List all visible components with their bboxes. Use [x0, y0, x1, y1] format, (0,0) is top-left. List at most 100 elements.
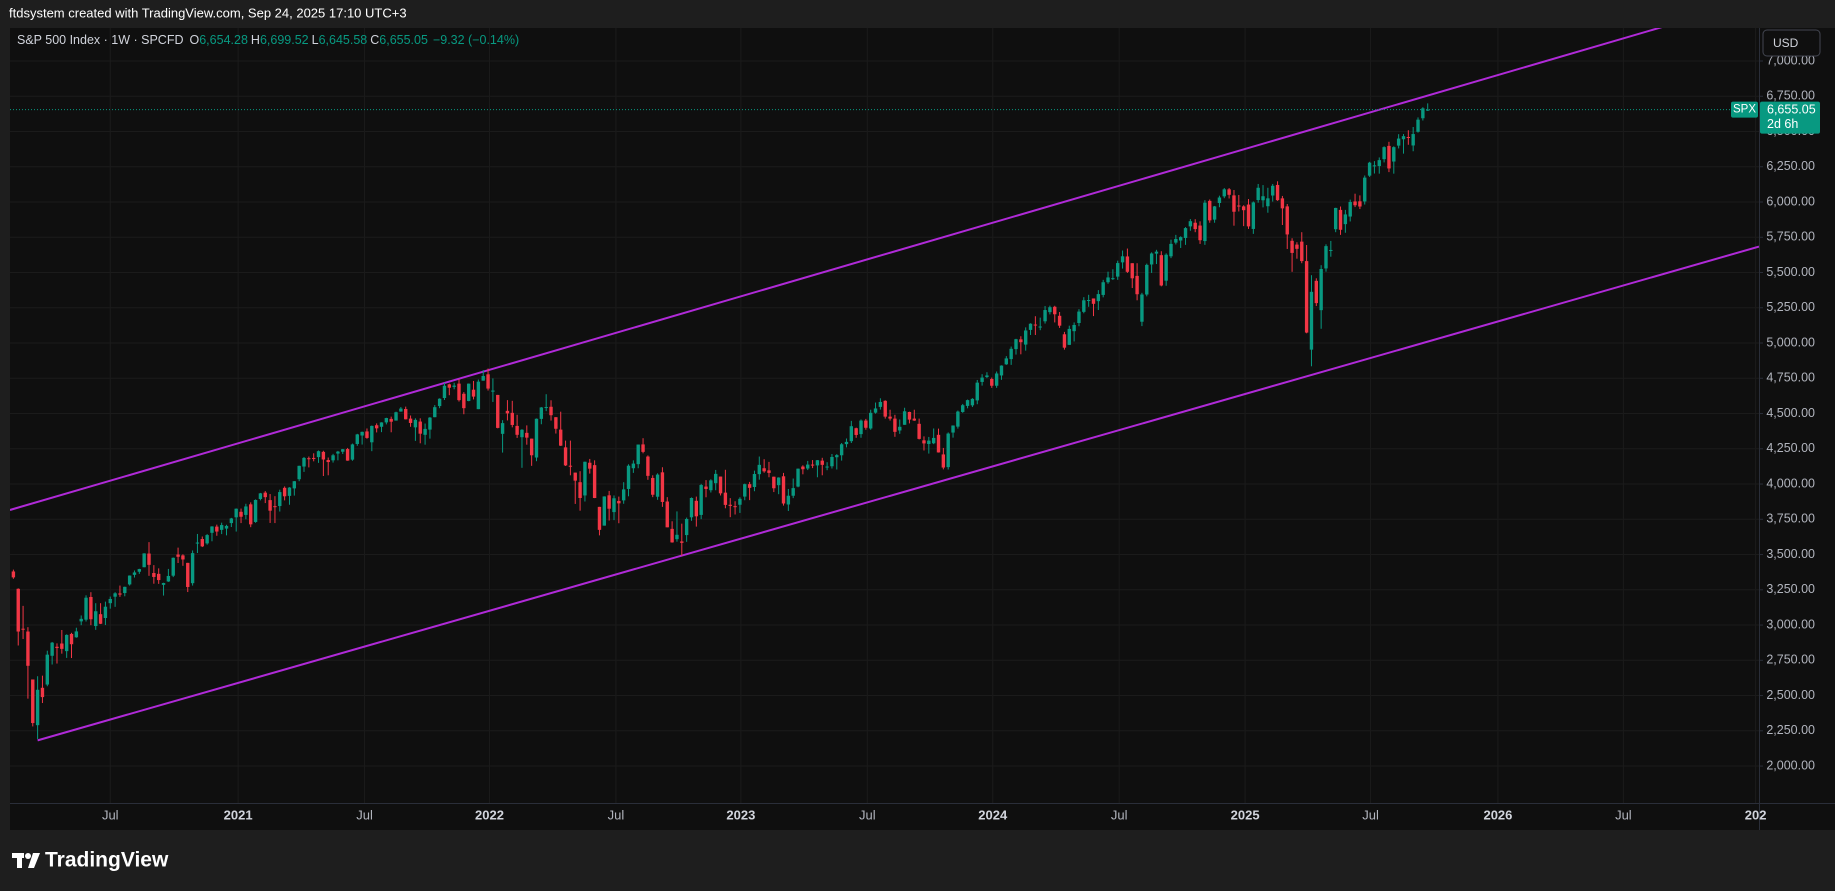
candle-body	[190, 553, 195, 584]
candle-body	[709, 480, 713, 491]
candle-body	[621, 489, 626, 501]
candle-body	[161, 583, 166, 585]
candle-body	[801, 466, 805, 470]
candle-body	[1048, 307, 1052, 313]
x-tick-label: Jul	[608, 807, 625, 822]
candle-body	[1091, 298, 1096, 304]
candle-body	[588, 462, 592, 469]
candle-body	[728, 504, 732, 506]
y-tick-label: 6,750.00	[1766, 89, 1815, 103]
candle-body	[186, 562, 190, 587]
candle-body	[1421, 108, 1425, 119]
candle-body	[1004, 358, 1009, 365]
candle-body	[297, 465, 301, 480]
candle-body	[278, 492, 282, 507]
candle-body	[651, 477, 655, 495]
candle-body	[1116, 263, 1120, 277]
candle-body	[418, 421, 422, 434]
candle-body	[16, 588, 20, 632]
candle-body	[1319, 268, 1323, 311]
candle-body	[1130, 263, 1134, 279]
x-tick-label: Jul	[356, 807, 373, 822]
candle-body	[1353, 201, 1357, 206]
candle-body	[244, 506, 248, 515]
candle-body	[389, 418, 393, 422]
candle-body	[1111, 278, 1115, 280]
candle-body	[1164, 254, 1168, 281]
candle-body	[1314, 280, 1318, 304]
candle-body	[714, 473, 718, 484]
candle-body	[854, 428, 858, 435]
candle-body	[830, 456, 834, 467]
candle-body	[549, 406, 553, 416]
candle-body	[1174, 238, 1178, 243]
candle-body	[835, 455, 839, 458]
candle-body	[1188, 221, 1193, 227]
candle-body	[142, 553, 146, 568]
x-tick-label: Jul	[859, 807, 876, 822]
candle-body	[210, 526, 214, 533]
candle-body	[1159, 255, 1164, 286]
readout-key: C	[370, 33, 380, 47]
candle-body	[839, 444, 844, 456]
candle-body	[767, 470, 771, 473]
candle-body	[806, 464, 810, 469]
currency-button[interactable]	[1762, 29, 1821, 57]
candle-body	[1154, 251, 1159, 254]
candle-body	[1329, 249, 1333, 251]
candle-body	[89, 596, 93, 620]
candle-body	[1043, 310, 1047, 322]
candle-body	[1377, 160, 1381, 167]
candle-body	[466, 383, 471, 401]
candle-body	[626, 465, 631, 489]
candle-body	[583, 461, 587, 496]
candle-body	[437, 398, 442, 407]
candle-body	[1227, 189, 1231, 195]
candle-body	[229, 518, 234, 524]
candle-body	[781, 476, 786, 504]
candle-body	[617, 500, 621, 504]
candle-body	[757, 464, 761, 475]
candle-body	[471, 389, 476, 397]
y-tick-label: 4,500.00	[1766, 406, 1815, 420]
candle-body	[1343, 214, 1348, 225]
candle-body	[360, 431, 364, 436]
candle-body	[1193, 222, 1197, 230]
candle-body	[1212, 206, 1217, 220]
candle-body	[902, 411, 907, 425]
x-tick-label: 202	[1745, 807, 1767, 822]
candle-body	[127, 575, 132, 585]
candle-body	[931, 437, 936, 444]
candle-body	[1169, 243, 1173, 257]
candle-body	[1178, 237, 1183, 241]
candle-body	[602, 496, 606, 526]
candle-body	[1140, 294, 1144, 322]
candle-body	[752, 474, 757, 487]
candle-body	[1426, 109, 1430, 111]
candle-body	[825, 466, 829, 468]
candle-body	[568, 465, 573, 467]
readout-value: 6,645.58	[318, 33, 368, 47]
candle-body	[350, 444, 355, 460]
candle-body	[655, 474, 660, 497]
candle-body	[1358, 201, 1362, 207]
candle-body	[1241, 206, 1246, 211]
countdown-label: 2d 6h	[1767, 117, 1798, 131]
candle-body	[592, 465, 597, 498]
candle-body	[1275, 184, 1280, 201]
candle-body	[994, 373, 999, 386]
candle-body	[1053, 306, 1057, 315]
candle-body	[384, 418, 389, 423]
candle-body	[946, 433, 950, 468]
candle-body	[1072, 324, 1076, 332]
candle-body	[970, 398, 975, 406]
logo-stem	[17, 853, 22, 868]
candle-body	[331, 455, 335, 461]
candle-body	[733, 506, 737, 508]
candle-body	[505, 410, 510, 414]
candle-body	[1019, 339, 1023, 343]
candle-body	[796, 468, 800, 487]
candle-body	[912, 418, 916, 421]
candle-body	[413, 419, 418, 428]
candle-body	[60, 643, 64, 649]
